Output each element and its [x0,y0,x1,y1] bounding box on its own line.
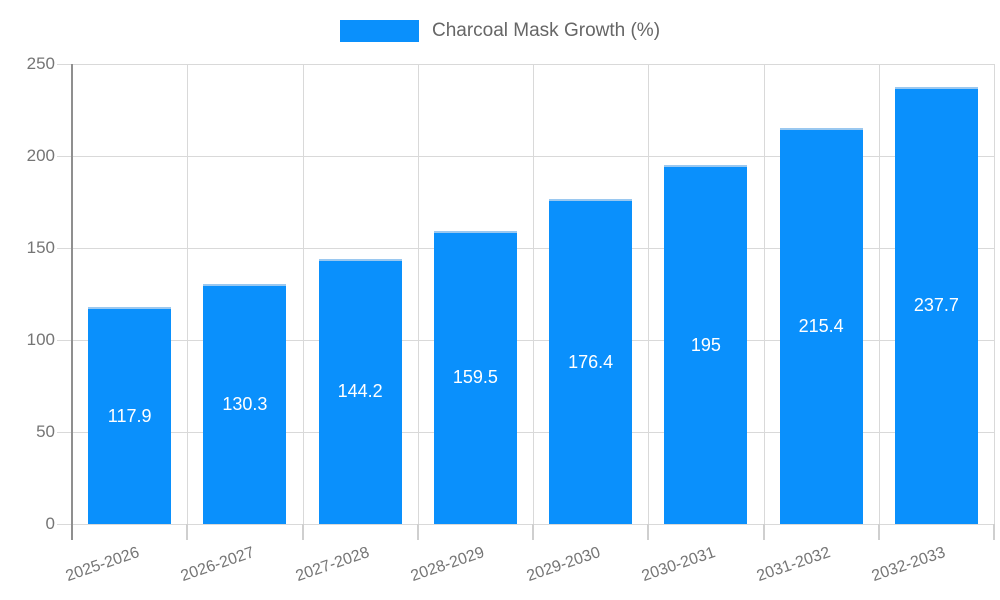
x-tick [647,524,650,540]
bar[interactable] [203,284,287,524]
y-axis-line [71,64,73,540]
legend-label: Charcoal Mask Growth (%) [431,20,661,41]
x-tick [532,524,534,540]
x-tick [877,524,880,540]
bar[interactable] [318,258,402,524]
bar[interactable] [549,199,633,524]
x-tick [186,524,189,540]
y-gridline [57,432,994,433]
x-tick [416,524,419,540]
y-tick-label: 200 [26,146,55,165]
y-tick-label: 100 [26,330,55,349]
bar[interactable] [88,307,172,524]
y-gridline [57,156,994,157]
bar[interactable] [894,86,978,524]
bar[interactable] [433,230,517,524]
legend[interactable]: Charcoal Mask Growth (%) [0,20,1000,42]
x-tick [762,524,765,540]
x-gridline [878,64,880,524]
y-gridline [57,64,994,65]
y-tick-label: 50 [36,422,55,441]
x-tick [301,524,304,540]
x-gridline [648,64,650,524]
y-tick-label: 250 [26,54,55,73]
x-gridline [994,64,995,524]
x-gridline [302,64,304,524]
y-tick-label: 0 [45,514,55,533]
x-gridline [417,64,419,524]
x-gridline [187,64,189,524]
x-gridline [533,64,534,524]
legend-swatch[interactable] [339,20,419,42]
y-gridline [57,248,994,249]
bar[interactable] [664,165,748,524]
y-tick-label: 150 [26,238,55,257]
y-gridline [57,340,994,341]
x-tick [993,524,995,540]
y-gridline [57,524,994,525]
bar[interactable] [779,127,863,524]
x-gridline [763,64,765,524]
